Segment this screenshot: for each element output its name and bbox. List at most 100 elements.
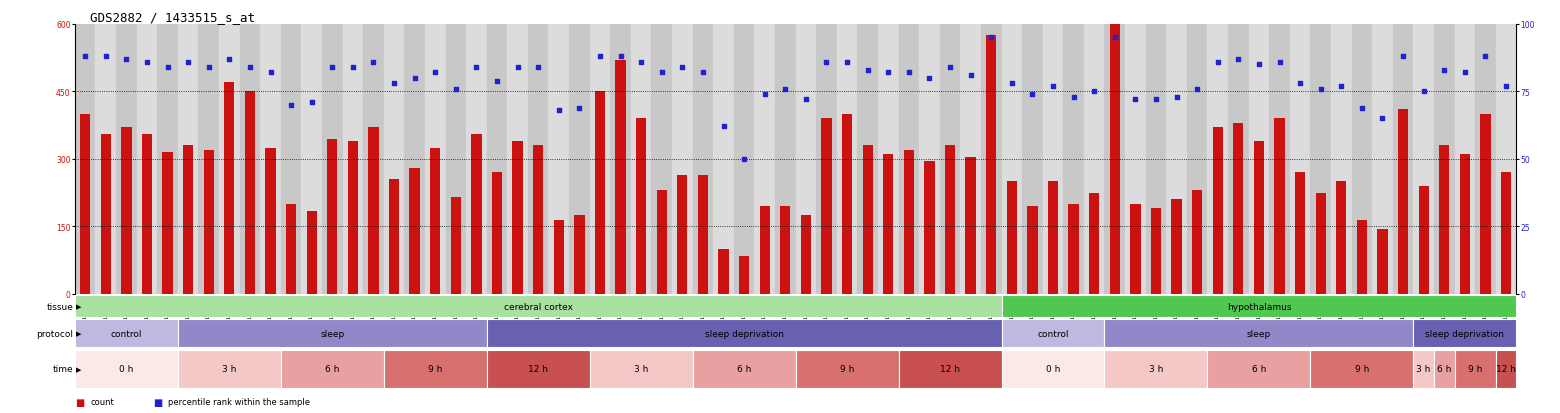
Bar <box>924 161 934 294</box>
Bar <box>981 25 1002 294</box>
Point <box>835 59 860 66</box>
Bar <box>1104 25 1125 294</box>
Point <box>691 70 716 76</box>
Bar <box>1069 204 1080 294</box>
Text: 3 h: 3 h <box>1416 365 1431 373</box>
Bar <box>652 25 672 294</box>
Bar <box>569 25 590 294</box>
Point <box>588 54 613 60</box>
Bar <box>404 25 424 294</box>
Bar <box>836 25 858 294</box>
Bar <box>1084 25 1104 294</box>
Point <box>1267 59 1292 66</box>
Bar <box>122 128 131 294</box>
Bar <box>306 211 317 294</box>
Bar <box>240 25 261 294</box>
Bar <box>1398 110 1409 294</box>
Point <box>257 70 282 76</box>
Bar <box>780 206 791 294</box>
Point <box>463 64 488 71</box>
Bar <box>1413 350 1434 388</box>
Bar <box>487 350 590 388</box>
Point <box>794 97 819 104</box>
Point <box>237 64 262 71</box>
Bar <box>1125 25 1145 294</box>
Bar <box>1089 193 1100 294</box>
Bar <box>760 206 769 294</box>
Bar <box>1172 200 1181 294</box>
Bar <box>1480 114 1490 294</box>
Point <box>897 70 922 76</box>
Bar <box>657 191 668 294</box>
Point <box>855 67 880 74</box>
Bar <box>1002 296 1516 317</box>
Bar <box>1454 350 1496 388</box>
Bar <box>816 25 836 294</box>
Bar <box>491 173 502 294</box>
Bar <box>574 216 585 294</box>
Point <box>1226 57 1251 63</box>
Point <box>958 73 983 79</box>
Bar <box>534 146 543 294</box>
Point <box>917 75 942 82</box>
Bar <box>527 25 549 294</box>
Bar <box>75 319 178 347</box>
Text: hypothalamus: hypothalamus <box>1226 302 1292 311</box>
Bar <box>198 25 218 294</box>
Bar <box>1434 25 1454 294</box>
Bar <box>75 350 178 388</box>
Point <box>320 64 345 71</box>
Bar <box>75 296 1002 317</box>
Bar <box>328 139 337 294</box>
Bar <box>178 25 198 294</box>
Bar <box>1129 204 1140 294</box>
Point <box>402 75 427 82</box>
Point <box>608 54 633 60</box>
Point <box>1493 83 1518 90</box>
Bar <box>1002 350 1104 388</box>
Bar <box>137 25 158 294</box>
Bar <box>919 25 939 294</box>
Text: control: control <box>1037 329 1069 338</box>
Point <box>1412 89 1437 95</box>
Bar <box>739 256 749 294</box>
Point <box>1390 54 1415 60</box>
Bar <box>1212 128 1223 294</box>
Point <box>752 92 777 98</box>
Point <box>546 108 571 114</box>
Point <box>176 59 201 66</box>
Bar <box>610 25 630 294</box>
Bar <box>512 142 523 294</box>
Point <box>978 35 1003 42</box>
Text: protocol: protocol <box>36 329 73 338</box>
Bar <box>1145 25 1167 294</box>
Text: GDS2882 / 1433515_s_at: GDS2882 / 1433515_s_at <box>90 11 256 24</box>
Point <box>1287 81 1312 87</box>
Point <box>279 102 304 109</box>
Point <box>217 57 242 63</box>
Bar <box>1228 25 1248 294</box>
Point <box>134 59 159 66</box>
Bar <box>554 220 565 294</box>
Bar <box>1022 25 1042 294</box>
Text: 3 h: 3 h <box>222 365 237 373</box>
Text: time: time <box>53 365 73 373</box>
Bar <box>796 350 899 388</box>
Bar <box>100 135 111 294</box>
Bar <box>903 150 914 294</box>
Text: 9 h: 9 h <box>839 365 855 373</box>
Point <box>505 64 530 71</box>
Point <box>1309 86 1334 93</box>
Point <box>1041 83 1065 90</box>
Bar <box>549 25 569 294</box>
Point <box>1370 116 1395 122</box>
Text: sleep: sleep <box>320 329 345 338</box>
Bar <box>1331 25 1351 294</box>
Text: 6 h: 6 h <box>1251 365 1267 373</box>
Point <box>1452 70 1477 76</box>
Text: percentile rank within the sample: percentile rank within the sample <box>168 397 310 406</box>
Bar <box>1064 25 1084 294</box>
Text: 9 h: 9 h <box>1354 365 1370 373</box>
Bar <box>1290 25 1310 294</box>
Text: ▶: ▶ <box>76 330 81 336</box>
